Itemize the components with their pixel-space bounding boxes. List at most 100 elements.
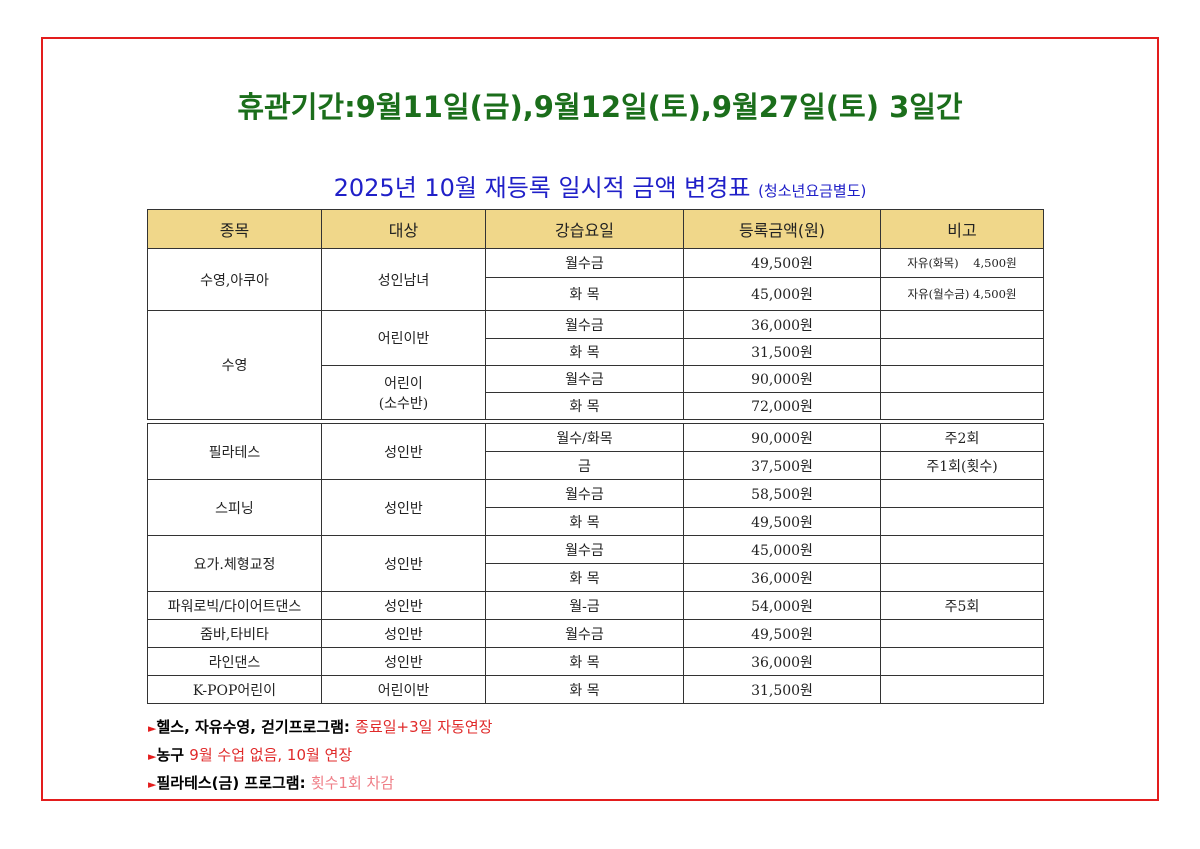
note-cell: 자유(화목) 4,500원 <box>880 248 1044 278</box>
table-row: 라인댄스 성인반 화 목 36,000원 <box>147 647 1044 676</box>
table-row: 필라테스 성인반 월수/화목 90,000원 주2회 <box>147 423 1044 480</box>
note-label: 헬스, 자유수영, 걷기프로그램: <box>156 718 356 736</box>
price-cell: 36,000원 <box>683 563 881 592</box>
table-row: 수영,아쿠아 성인남녀 월수금 49,500원 자유(화목) 4,500원 <box>147 248 1044 311</box>
triangle-bullet-icon: ► <box>148 778 157 791</box>
days-cell: 화 목 <box>485 675 684 704</box>
sport-cell: 필라테스 <box>147 423 322 480</box>
price-cell: 90,000원 <box>683 365 881 393</box>
note-cell <box>880 507 1044 536</box>
note-line: ►농구 9월 수업 없음, 10월 연장 <box>148 742 492 770</box>
days-cell: 월수금 <box>485 248 684 278</box>
price-cell: 54,000원 <box>683 591 881 620</box>
note-cell: 주1회(횟수) <box>880 451 1044 480</box>
days-cell: 월-금 <box>485 591 684 620</box>
triangle-bullet-icon: ► <box>148 750 157 763</box>
days-cell: 월수금 <box>485 479 684 508</box>
price-cell: 45,000원 <box>683 277 881 311</box>
sport-cell: 수영,아쿠아 <box>147 248 322 311</box>
table-row: 파워로빅/다이어트댄스 성인반 월-금 54,000원 주5회 <box>147 591 1044 620</box>
note-cell <box>880 675 1044 704</box>
days-cell: 월수금 <box>485 619 684 648</box>
days-cell: 금 <box>485 451 684 480</box>
column-header: 대상 <box>321 209 486 249</box>
note-label: 필라테스(금) 프로그램: <box>156 774 311 792</box>
target-cell: 성인반 <box>321 479 486 536</box>
table-header: 종목 대상 강습요일 등록금액(원) 비고 <box>147 209 1044 249</box>
target-cell: 성인반 <box>321 591 486 620</box>
note-line: ►필라테스(금) 프로그램: 횟수1회 차감 <box>148 770 492 798</box>
target-cell: 어린이 (소수반) <box>321 365 486 420</box>
sport-cell: 라인댄스 <box>147 647 322 676</box>
note-cell <box>880 392 1044 420</box>
sport-cell: 수영 <box>147 310 322 420</box>
note-label: 농구 <box>156 746 190 764</box>
table-row: 화 목 36,000원 <box>148 563 1044 592</box>
triangle-bullet-icon: ► <box>148 722 157 735</box>
table-row: K-POP어린이 어린이반 화 목 31,500원 <box>147 675 1044 704</box>
note-cell <box>880 310 1044 339</box>
days-cell: 화 목 <box>485 563 684 592</box>
sport-cell: 스피닝 <box>147 479 322 536</box>
price-cell: 36,000원 <box>683 310 881 339</box>
table-row: 화 목 72,000원 <box>148 392 1044 420</box>
price-cell: 49,500원 <box>683 507 881 536</box>
price-cell: 31,500원 <box>683 675 881 704</box>
note-cell <box>880 619 1044 648</box>
note-cell <box>880 338 1044 366</box>
note-cell <box>880 365 1044 393</box>
table-row: 화 목 49,500원 <box>148 507 1044 536</box>
days-cell: 월수금 <box>485 535 684 564</box>
note-cell <box>880 479 1044 508</box>
column-header: 등록금액(원) <box>683 209 881 249</box>
subtitle: 2025년 10월 재등록 일시적 금액 변경표 (청소년요금별도) <box>0 168 1200 203</box>
table-row: 화 목 45,000원 자유(월수금) 4,500원 <box>148 277 1044 311</box>
table-row: 수영 어린이반 월수금 36,000원 <box>147 310 1044 420</box>
notes: ►헬스, 자유수영, 걷기프로그램: 종료일+3일 자동연장 ►농구 9월 수업 … <box>148 714 492 798</box>
price-cell: 45,000원 <box>683 535 881 564</box>
price-cell: 72,000원 <box>683 392 881 420</box>
sport-cell: 파워로빅/다이어트댄스 <box>147 591 322 620</box>
days-cell: 화 목 <box>485 647 684 676</box>
table-row: 줌바,타비타 성인반 월수금 49,500원 <box>147 619 1044 648</box>
note-cell: 자유(월수금) 4,500원 <box>880 277 1044 311</box>
closure-title: 휴관기간:9월11일(금),9월12일(토),9월27일(토) 3일간 <box>237 90 963 124</box>
note-cell <box>880 563 1044 592</box>
sport-cell: 줌바,타비타 <box>147 619 322 648</box>
price-cell: 49,500원 <box>683 619 881 648</box>
price-cell: 58,500원 <box>683 479 881 508</box>
subtitle-note: (청소년요금별도) <box>758 182 867 200</box>
days-cell: 화 목 <box>485 338 684 366</box>
fee-table-swimming: 종목 대상 강습요일 등록금액(원) 비고 수영,아쿠아 성인남녀 월수금 49,500원 자유(… <box>147 209 1044 420</box>
target-cell: 성인반 <box>321 535 486 592</box>
days-cell: 월수/화목 <box>485 423 684 452</box>
column-header: 강습요일 <box>485 209 684 249</box>
note-value: 횟수1회 차감 <box>310 774 395 792</box>
price-cell: 37,500원 <box>683 451 881 480</box>
table-row: 금 37,500원 주1회(횟수) <box>148 451 1044 480</box>
note-cell: 주5회 <box>880 591 1044 620</box>
column-header: 비고 <box>880 209 1044 249</box>
price-cell: 90,000원 <box>683 423 881 452</box>
target-cell: 성인반 <box>321 647 486 676</box>
column-header: 종목 <box>147 209 322 249</box>
subtitle-main: 2025년 10월 재등록 일시적 금액 변경표 <box>333 174 751 202</box>
fee-table-programs: 필라테스 성인반 월수/화목 90,000원 주2회 금 37,500원 주1회(횟수) 스피닝… <box>147 423 1044 704</box>
table-row: 요가.체형교정 성인반 월수금 45,000원 <box>147 535 1044 592</box>
note-cell: 주2회 <box>880 423 1044 452</box>
sport-cell: 요가.체형교정 <box>147 535 322 592</box>
page-border <box>41 37 1159 801</box>
days-cell: 월수금 <box>485 365 684 393</box>
sport-cell: K-POP어린이 <box>147 675 322 704</box>
note-value: 종료일+3일 자동연장 <box>355 718 493 736</box>
note-value: 9월 수업 없음, 10월 연장 <box>189 746 353 764</box>
note-line: ►헬스, 자유수영, 걷기프로그램: 종료일+3일 자동연장 <box>148 714 492 742</box>
note-cell <box>880 535 1044 564</box>
target-cell: 성인남녀 <box>321 248 486 311</box>
price-cell: 36,000원 <box>683 647 881 676</box>
target-cell: 성인반 <box>321 423 486 480</box>
target-cell: 어린이반 <box>321 675 486 704</box>
price-cell: 31,500원 <box>683 338 881 366</box>
days-cell: 월수금 <box>485 310 684 339</box>
target-cell: 어린이반 <box>321 310 486 366</box>
